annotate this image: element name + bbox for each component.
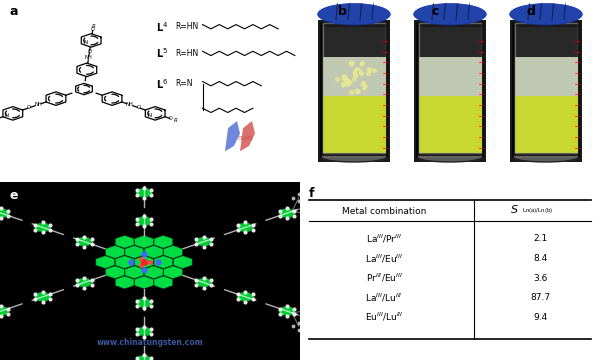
Bar [515,27,577,57]
Text: 9.4: 9.4 [533,313,547,322]
Text: L$^4$: L$^4$ [156,20,168,33]
Text: R: R [91,23,95,28]
Text: R=N: R=N [176,79,193,88]
Text: N: N [5,113,9,118]
Text: NH: NH [85,55,92,60]
Ellipse shape [510,4,582,25]
Text: 2.1: 2.1 [533,234,547,243]
Text: e: e [9,189,17,202]
Text: O: O [169,116,173,121]
Text: a: a [9,5,17,18]
Text: R=HN: R=HN [176,22,199,31]
Text: d: d [527,5,535,18]
Text: $_{\mathregular{Ln(a)/Ln(b)}}$: $_{\mathregular{Ln(a)/Ln(b)}}$ [522,207,553,217]
Bar [515,96,577,153]
Text: La$^{III}$/Pr$^{III}$: La$^{III}$/Pr$^{III}$ [366,233,402,245]
Bar [323,57,386,96]
Bar [323,96,386,153]
Text: b: b [338,5,346,18]
Text: NH: NH [126,102,134,107]
Bar [318,19,390,162]
Polygon shape [240,121,255,151]
Text: R: R [174,118,178,123]
Polygon shape [225,121,240,151]
Bar [419,27,482,57]
Text: L$^5$: L$^5$ [156,46,168,60]
Polygon shape [417,157,483,162]
Bar [419,96,482,153]
Ellipse shape [318,4,391,25]
Bar [515,57,577,96]
Bar [419,57,482,96]
Text: Eu$^{III}$/Lu$^{III}$: Eu$^{III}$/Lu$^{III}$ [365,311,403,324]
Text: Metal combination: Metal combination [342,207,426,216]
Bar [323,27,386,57]
Text: $S$: $S$ [510,203,519,215]
Text: La$^{III}$/Eu$^{III}$: La$^{III}$/Eu$^{III}$ [365,252,403,265]
Bar [414,19,486,162]
Text: www.chinatungsten.com: www.chinatungsten.com [97,338,203,347]
Bar [510,19,582,162]
Polygon shape [513,157,579,162]
Text: 87.7: 87.7 [530,293,550,302]
Polygon shape [321,157,387,162]
Text: 8.4: 8.4 [533,254,547,263]
Text: O: O [137,105,141,110]
Text: R=HN: R=HN [176,49,199,58]
Text: O: O [88,49,92,54]
Text: NH: NH [34,102,42,107]
Text: N: N [83,40,88,45]
Text: L$^6$: L$^6$ [156,77,168,91]
Text: O: O [91,27,95,32]
Bar [323,23,386,153]
Bar [515,23,577,153]
Text: c: c [431,5,439,18]
Text: CRIMS: CRIMS [238,136,254,141]
Text: 3.6: 3.6 [533,274,547,283]
Text: La$^{III}$/Lu$^{III}$: La$^{III}$/Lu$^{III}$ [365,292,403,304]
Text: Pr$^{III}$/Eu$^{III}$: Pr$^{III}$/Eu$^{III}$ [365,272,403,284]
Text: N: N [147,113,151,118]
Ellipse shape [414,4,487,25]
Text: f: f [309,187,314,200]
Text: O: O [27,105,31,110]
Bar [419,23,482,153]
